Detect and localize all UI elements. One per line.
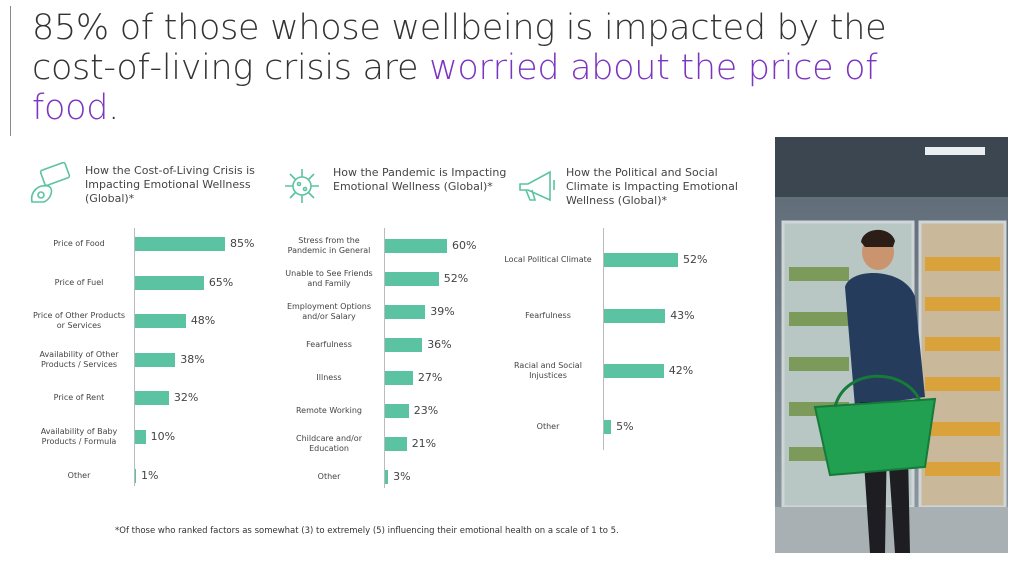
axis-line — [603, 228, 604, 450]
value-label: 36% — [427, 338, 452, 351]
icon-megaphone — [519, 170, 555, 202]
value-label: 1% — [141, 468, 159, 482]
category-label: Unable to See Friends and Family — [285, 269, 373, 288]
category-label: Availability of Other Products / Service… — [39, 349, 119, 369]
photo — [775, 137, 1008, 553]
value-label: 32% — [173, 391, 199, 405]
bar — [604, 420, 612, 435]
chart-title: How the Pandemic is Impacting Emotional … — [333, 166, 507, 193]
category-label: Price of Rent — [53, 393, 105, 403]
value-label: 42% — [668, 364, 694, 378]
icon-virus — [285, 169, 319, 203]
category-label: Racial and Social Injustices — [514, 361, 582, 381]
value-label: 27% — [417, 371, 443, 384]
category-label: Other — [536, 422, 560, 432]
bar — [385, 437, 407, 451]
category-label: Price of Food — [53, 239, 105, 248]
value-label: 85% — [230, 237, 255, 250]
value-label: 43% — [670, 308, 695, 322]
bar — [385, 338, 423, 352]
footnote: *Of those who ranked factors as somewhat… — [115, 526, 619, 536]
value-label: 38% — [180, 352, 205, 366]
bar — [135, 237, 225, 251]
category-label: Local Political Climate — [504, 255, 592, 264]
headline-highlight: worried about the price of food — [32, 48, 878, 128]
headline-text: 85% of those whose wellbeing is impacted… — [32, 8, 887, 88]
category-label: Availability of Baby Products / Formula — [40, 427, 118, 446]
divider — [10, 6, 11, 136]
category-label: Fearfulness — [306, 340, 352, 349]
category-label: Remote Working — [295, 406, 363, 415]
icon-money — [30, 162, 71, 203]
headline-end: . — [108, 88, 119, 128]
axis-line — [134, 228, 135, 486]
chart-title: How the Political and Social Climate is … — [566, 166, 738, 207]
bar — [604, 253, 678, 267]
bar — [385, 371, 413, 385]
category-label: Fearfulness — [525, 310, 571, 320]
value-label: 52% — [683, 253, 708, 266]
category-label: Price of Fuel — [54, 277, 104, 287]
value-label: 52% — [443, 272, 469, 285]
bar — [135, 468, 137, 483]
value-label: 65% — [208, 275, 234, 289]
bar — [385, 239, 447, 253]
bar — [385, 305, 426, 319]
category-label: Other — [67, 470, 91, 480]
value-label: 48% — [190, 314, 216, 328]
value-label: 39% — [430, 305, 455, 318]
bar — [604, 364, 664, 379]
axis-line — [384, 228, 385, 488]
bar — [135, 314, 186, 329]
bar — [135, 391, 169, 406]
category-label: Stress from the Pandemic in General — [287, 236, 371, 255]
value-label: 21% — [411, 437, 437, 450]
bar — [135, 275, 204, 290]
value-label: 3% — [393, 470, 411, 483]
bar — [135, 430, 146, 444]
category-label: Price of Other Products or Services — [32, 311, 126, 331]
bar — [385, 404, 409, 418]
headline: 85% of those whose wellbeing is impacted… — [32, 8, 972, 128]
category-label: Other — [317, 472, 341, 481]
value-label: 23% — [413, 404, 439, 417]
bar — [385, 470, 389, 484]
bar — [604, 308, 666, 323]
value-label: 60% — [452, 239, 477, 252]
chart-title: How the Cost-of-Living Crisis is Impacti… — [85, 164, 255, 205]
value-label: 10% — [150, 430, 176, 443]
category-label: Childcare and/or Education — [296, 434, 362, 453]
category-label: Employment Options and/or Salary — [286, 302, 372, 321]
category-label: Illness — [316, 373, 342, 382]
bar — [135, 352, 176, 367]
value-label: 5% — [616, 420, 634, 434]
bar — [385, 272, 439, 286]
